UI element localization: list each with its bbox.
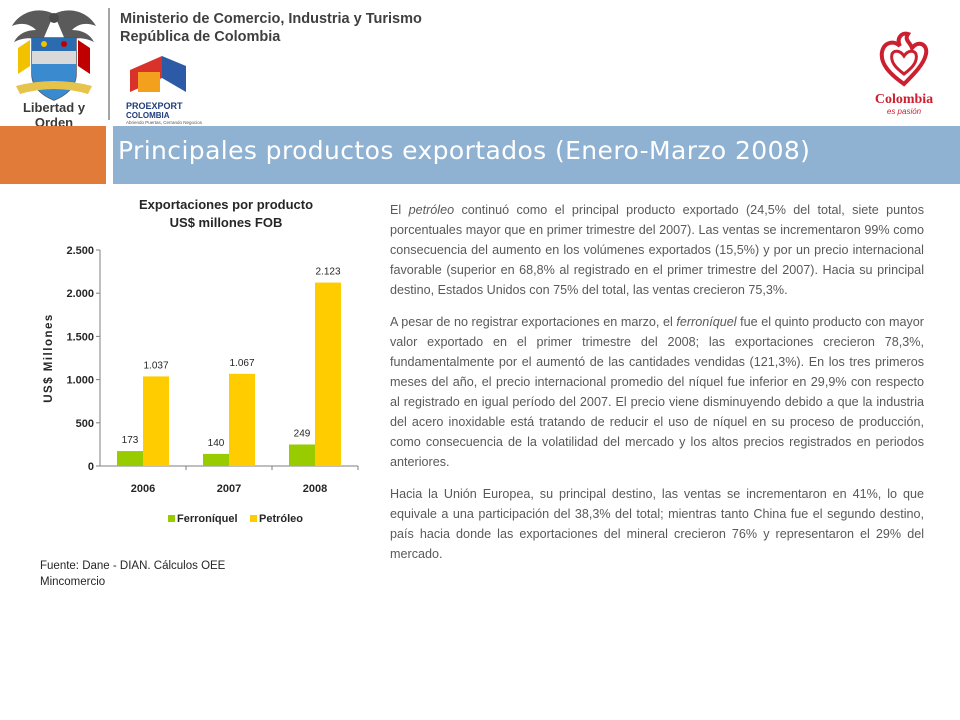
paragraph-1: El petróleo continuó como el principal p… (390, 203, 924, 297)
legend-label: Ferroníquel (177, 513, 238, 525)
paragraph-2: A pesar de no registrar exportaciones en… (390, 315, 924, 469)
legend-swatch (168, 515, 175, 522)
title-band (113, 126, 960, 184)
data-label: 2.123 (315, 267, 340, 278)
y-tick-label: 0 (88, 461, 94, 473)
brand-tagline: es pasión (886, 107, 922, 116)
bar-petroleo-2006 (143, 376, 169, 466)
chart-bars: 173 1.037 140 1.067 249 2.123 (117, 267, 341, 466)
y-axis-label: US$ Millones (43, 313, 55, 403)
chart-title-line-1: Exportaciones por producto (138, 197, 314, 212)
chart-legend: Ferroníquel Petróleo (168, 513, 303, 525)
bar-ferroniquel-2008 (289, 444, 315, 466)
legend-swatch (250, 515, 257, 522)
heart-flame-icon (879, 31, 929, 87)
coat-of-arms-logo (12, 10, 96, 101)
bar-petroleo-2008 (315, 282, 341, 466)
paragraph-3: Hacia la Unión Europea, su principal des… (390, 487, 924, 561)
x-tick-label: 2006 (131, 483, 155, 495)
proexport-mark-icon (130, 56, 186, 92)
ministry-name: Ministerio de Comercio, Industria y Turi… (120, 10, 422, 46)
proexport-tagline: Abriendo Puertas, Cerrando Negocios (126, 120, 203, 125)
data-label: 1.037 (143, 360, 168, 371)
y-tick-label: 2.500 (66, 245, 94, 257)
colombia-brand-logo: Colombia es pasión (862, 30, 946, 116)
chart-title: Exportaciones por producto US$ millones … (90, 196, 362, 232)
x-tick-label: 2008 (303, 483, 327, 495)
bar-ferroniquel-2007 (203, 453, 229, 466)
y-tick-label: 1.000 (66, 375, 94, 387)
x-tick-label: 2007 (217, 483, 241, 495)
bar-petroleo-2007 (229, 373, 255, 466)
y-tick-label: 2.000 (66, 288, 94, 300)
chart-title-line-2: US$ millones FOB (169, 215, 283, 230)
proexport-country: COLOMBIA (126, 111, 170, 120)
bar-chart: 0 500 1.000 1.500 2.000 2.500 US$ Millones 2006… (43, 245, 359, 525)
data-label: 140 (208, 438, 225, 449)
data-label: 249 (294, 428, 311, 439)
y-tick-label: 500 (76, 418, 94, 430)
proexport-name: PROEXPORT (126, 101, 183, 111)
header-divider (108, 8, 110, 120)
ministry-line-2: República de Colombia (120, 29, 281, 45)
data-label: 1.067 (229, 358, 254, 369)
data-label: 173 (122, 435, 139, 446)
slide-title: Principales productos exportados (Enero-… (118, 136, 811, 165)
legend-label: Petróleo (259, 513, 303, 525)
proexport-logo: PROEXPORT COLOMBIA Abriendo Puertas, Cer… (126, 52, 203, 125)
brand-name: Colombia (874, 92, 934, 107)
body-text: El petróleo continuó como el principal p… (390, 200, 924, 576)
bar-ferroniquel-2006 (117, 451, 143, 466)
y-tick-label: 1.500 (66, 331, 94, 343)
ministry-line-1: Ministerio de Comercio, Industria y Turi… (120, 11, 422, 27)
chart-source: Fuente: Dane - DIAN. Cálculos OEE Mincom… (40, 560, 226, 588)
title-accent-block (0, 126, 106, 184)
